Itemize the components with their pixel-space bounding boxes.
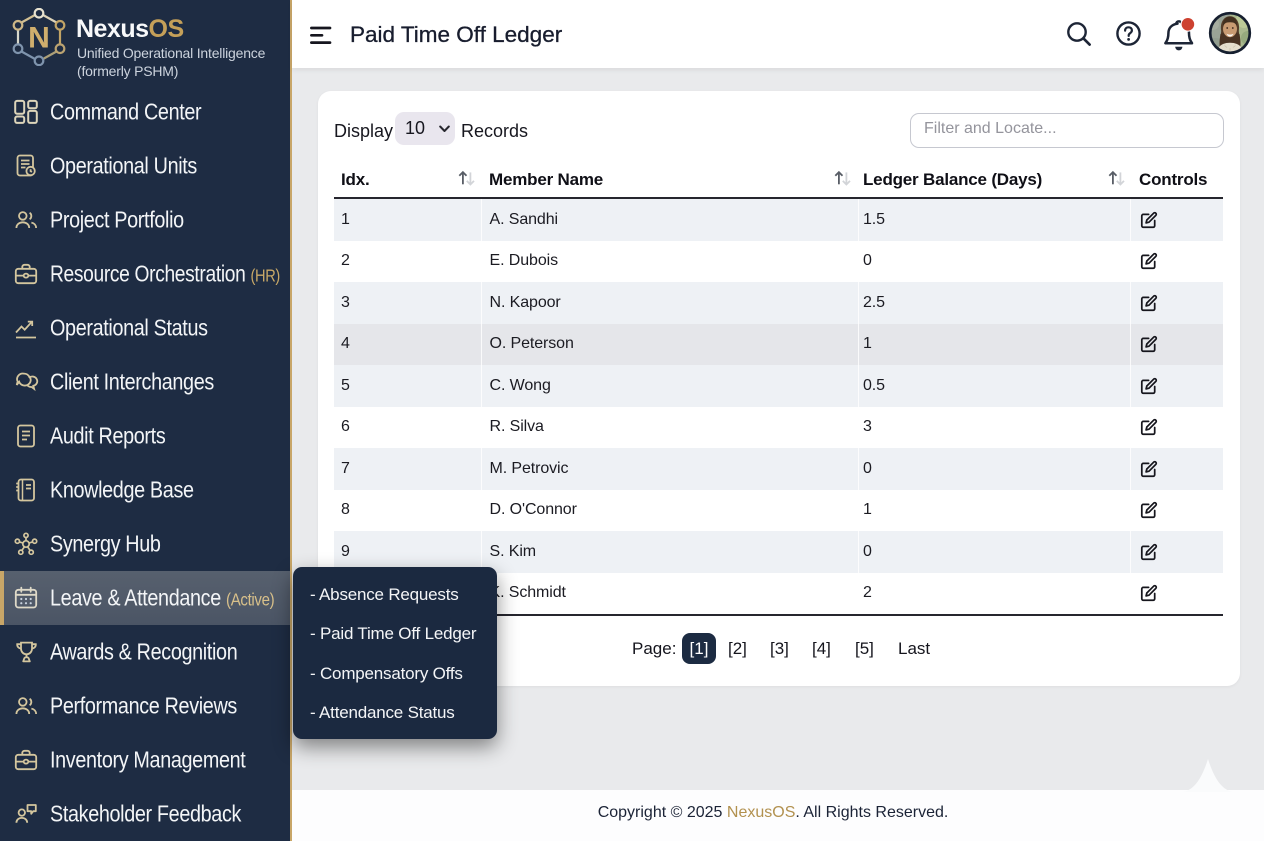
svg-text:N: N [28, 22, 50, 55]
